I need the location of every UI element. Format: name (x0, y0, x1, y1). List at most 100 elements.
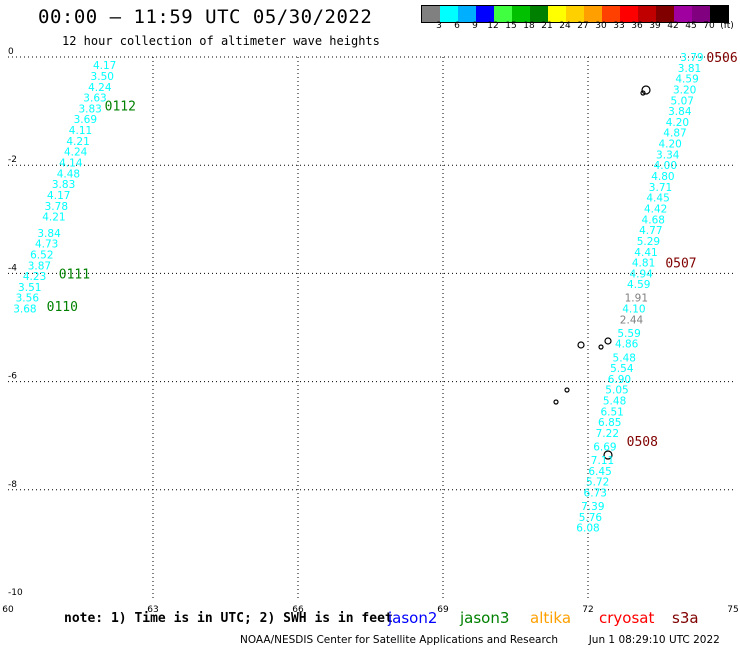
wave-height-value: 3.78 (45, 201, 68, 213)
wave-height-value: 6.85 (598, 417, 621, 429)
scale-label: 36 (631, 21, 643, 31)
wave-height-value: 4.21 (42, 212, 65, 224)
wave-height-value: 3.63 (83, 93, 106, 105)
wave-height-value: 4.94 (629, 268, 653, 280)
color-swatch (476, 6, 494, 22)
wave-height-value: 4.86 (615, 339, 639, 351)
color-scale-bar (421, 5, 729, 23)
wave-height-value: 4.73 (35, 239, 58, 251)
wave-height-value: 6.90 (608, 374, 631, 386)
scale-label: 45 (685, 21, 697, 31)
x-tick-label: 69 (437, 605, 449, 615)
wave-height-value: 4.11 (69, 125, 92, 137)
wave-height-value: 3.83 (52, 179, 75, 191)
wave-height-value: 4.42 (644, 203, 667, 215)
scale-label: 39 (649, 21, 661, 31)
island-mark (577, 341, 585, 349)
satellite-legend-item: jason3 (460, 609, 510, 627)
pass-label: 0111 (59, 267, 90, 282)
wave-height-value: 5.48 (613, 352, 636, 364)
color-swatch (458, 6, 476, 22)
wave-height-value: 1.91 (625, 293, 648, 305)
wave-height-value: 3.84 (668, 106, 692, 118)
scale-label: 6 (454, 21, 460, 31)
wave-height-value: 4.81 (632, 258, 655, 270)
wave-height-value: 5.72 (586, 477, 609, 489)
color-swatch (494, 6, 512, 22)
y-tick-label: -2 (8, 155, 17, 165)
scale-label: 70 (703, 21, 715, 31)
scale-label: 12 (487, 21, 499, 31)
scale-label: 15 (505, 21, 517, 31)
wave-height-value: 5.29 (637, 236, 660, 248)
credit-text: NOAA/NESDIS Center for Satellite Applica… (240, 634, 558, 646)
scale-label: (ft) (720, 21, 734, 31)
color-swatch (674, 6, 692, 22)
pass-label: 0506 (706, 51, 737, 66)
color-swatch (512, 6, 530, 22)
scale-label: 42 (667, 21, 679, 31)
pass-label: 0110 (47, 300, 78, 315)
wave-height-value: 5.59 (617, 328, 640, 340)
island-mark (598, 344, 604, 350)
wave-height-value: 5.05 (605, 385, 628, 397)
color-swatch (530, 6, 548, 22)
color-swatch (656, 6, 674, 22)
wave-height-value: 4.20 (658, 139, 681, 151)
wave-height-value: 3.20 (673, 84, 696, 96)
pass-label: 0507 (665, 257, 696, 272)
map-title: 00:00 — 11:59 UTC 05/30/2022 (38, 6, 373, 28)
color-swatch (692, 6, 710, 22)
wave-height-value: 4.24 (64, 147, 88, 159)
wave-height-value: 4.00 (654, 160, 677, 172)
wave-height-value: 4.59 (627, 279, 650, 291)
wave-height-value: 7.39 (581, 501, 604, 513)
satellite-legend-item: s3a (672, 609, 699, 627)
x-tick-label: 75 (727, 605, 738, 615)
wave-height-value: 4.17 (47, 190, 70, 202)
wave-height-value: 3.50 (91, 71, 114, 83)
x-tick-label: 72 (582, 605, 593, 615)
wave-height-value: 7.11 (591, 455, 614, 467)
wave-height-value: 6.51 (600, 406, 623, 418)
y-tick-label: -8 (8, 480, 17, 490)
wave-height-value: 5.07 (671, 95, 694, 107)
wave-height-value: 4.45 (646, 193, 669, 205)
wave-height-value: 5.48 (603, 396, 626, 408)
wave-height-value: 4.20 (666, 117, 689, 129)
x-tick-label: 63 (147, 605, 158, 615)
wave-height-value: 3.71 (649, 182, 672, 194)
wave-height-value: 3.68 (13, 304, 36, 316)
island-mark (564, 387, 570, 393)
wave-height-value: 7.22 (596, 428, 619, 440)
scale-label: 21 (541, 21, 553, 31)
wave-height-value: 5.54 (610, 363, 634, 375)
satellite-legend-item: jason2 (388, 609, 438, 627)
wave-height-value: 3.81 (678, 63, 701, 75)
scale-label: 33 (613, 21, 625, 31)
wave-height-value: 4.24 (88, 82, 112, 94)
wave-height-value: 3.83 (78, 103, 101, 115)
wave-height-value: 3.69 (74, 114, 97, 126)
y-tick-label: 0 (8, 47, 14, 57)
color-swatch (638, 6, 656, 22)
color-swatch (584, 6, 602, 22)
wave-height-value: 4.14 (59, 157, 83, 169)
wave-height-value: 3.56 (16, 293, 40, 305)
wave-height-value: 3.79 (680, 52, 703, 64)
wave-height-value: 2.44 (620, 314, 644, 326)
wave-height-value: 6.45 (588, 466, 611, 478)
scale-label: 3 (436, 21, 442, 31)
pass-label: 0112 (105, 100, 136, 115)
color-swatch (710, 6, 728, 22)
wave-height-value: 6.08 (576, 523, 599, 535)
island-mark (640, 90, 646, 96)
x-tick-label: 66 (292, 605, 304, 615)
wave-height-value: 4.80 (651, 171, 674, 183)
scale-label: 9 (472, 21, 478, 31)
color-swatch (548, 6, 566, 22)
y-tick-label: -6 (8, 372, 17, 382)
footer-credit: NOAA/NESDIS Center for Satellite Applica… (240, 634, 720, 646)
